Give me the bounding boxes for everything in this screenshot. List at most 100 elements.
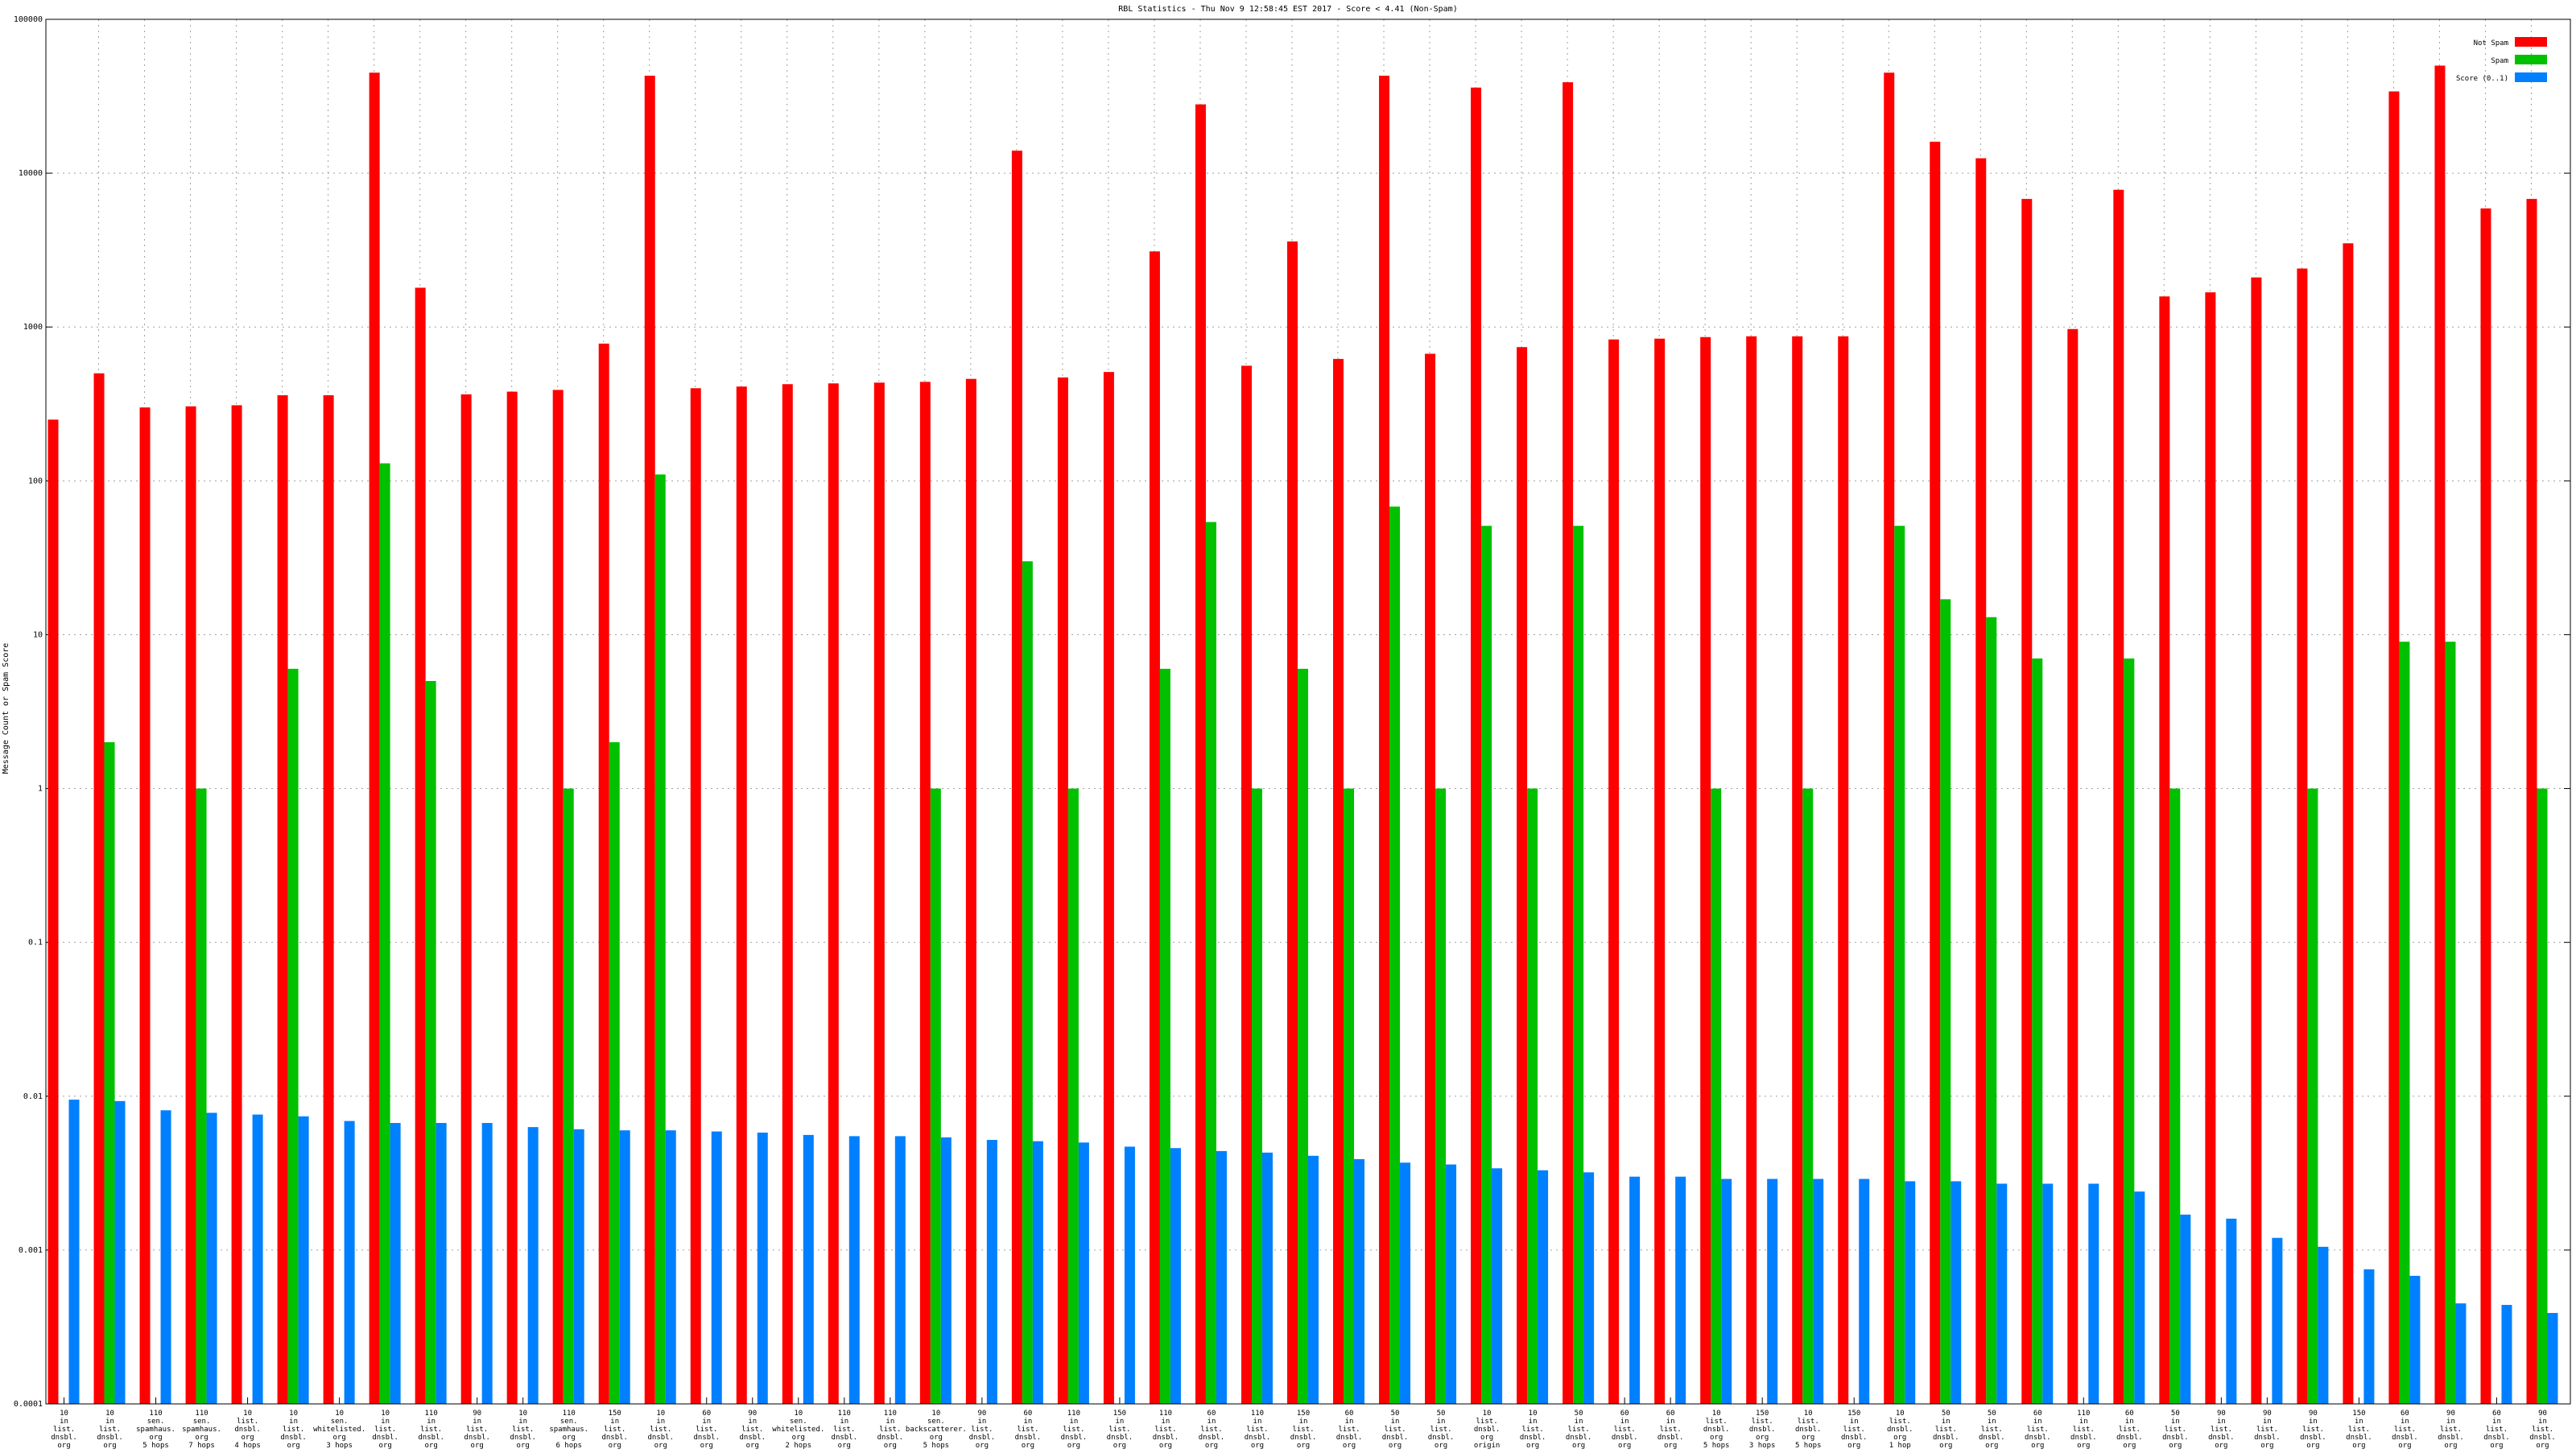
- x-tick-label: 10 list. dnsbl. org 4 hops: [234, 1410, 261, 1449]
- bar-spam: [1159, 668, 1170, 1404]
- bar-not-spam: [2343, 243, 2354, 1405]
- bar-not-spam: [93, 373, 105, 1404]
- bar-not-spam: [1792, 336, 1803, 1404]
- bar-score-0-1: [2180, 1214, 2191, 1404]
- bar-not-spam: [1746, 336, 1757, 1404]
- bar-spam: [2032, 658, 2043, 1404]
- bar-score-0-1: [2088, 1183, 2099, 1404]
- legend-item: Score (0..1): [2456, 72, 2547, 83]
- bar-spam: [2307, 788, 2318, 1404]
- bar-not-spam: [873, 382, 885, 1405]
- bar-spam: [1940, 599, 1951, 1404]
- x-tick-label: 110 sen. spamhaus. org 5 hops: [136, 1410, 175, 1449]
- plot-frame: [45, 19, 2571, 1405]
- bar-spam: [654, 474, 666, 1404]
- x-tick-label: 10 sen. backscatterer. org 5 hops: [906, 1410, 967, 1449]
- bar-score-0-1: [206, 1112, 217, 1404]
- bar-spam: [1067, 788, 1079, 1404]
- bar-spam: [1573, 526, 1584, 1404]
- bar-score-0-1: [436, 1123, 447, 1404]
- bar-score-0-1: [711, 1131, 722, 1404]
- bar-not-spam: [1011, 151, 1022, 1404]
- bar-score-0-1: [1583, 1172, 1595, 1404]
- bar-score-0-1: [1078, 1142, 1089, 1404]
- x-tick-label: 10 list. dnsbl. org 5 hops: [1703, 1410, 1730, 1449]
- bar-not-spam: [1287, 241, 1298, 1405]
- bar-score-0-1: [1813, 1178, 1824, 1404]
- bar-not-spam: [47, 419, 59, 1404]
- bar-score-0-1: [619, 1130, 630, 1404]
- bar-spam: [1527, 788, 1538, 1404]
- bar-not-spam: [2021, 199, 2033, 1405]
- bar-spam: [930, 788, 941, 1404]
- bar-score-0-1: [848, 1136, 860, 1404]
- x-tick-label: 10 sen. whitelisted. org 3 hops: [313, 1410, 365, 1449]
- bar-spam: [2169, 788, 2181, 1404]
- bar-score-0-1: [940, 1137, 952, 1404]
- bar-not-spam: [1425, 353, 1436, 1404]
- bar-not-spam: [2205, 292, 2216, 1405]
- bar-not-spam: [185, 406, 196, 1404]
- bar-not-spam: [2067, 328, 2079, 1405]
- bar-score-0-1: [2226, 1218, 2237, 1404]
- bar-score-0-1: [1675, 1176, 1686, 1404]
- bar-score-0-1: [1996, 1183, 2008, 1404]
- x-tick-label: 110 sen. spamhaus. org 6 hops: [549, 1410, 588, 1449]
- legend-swatch: [2515, 37, 2547, 47]
- bar-score-0-1: [757, 1132, 768, 1404]
- bar-spam: [1986, 617, 1997, 1404]
- y-tick-label: 100: [28, 477, 43, 485]
- y-tick-label: 0.0001: [14, 1400, 43, 1409]
- bar-score-0-1: [2134, 1191, 2145, 1404]
- x-tick-label: 150 list. dnsbl. org 3 hops: [1749, 1410, 1776, 1449]
- legend-label: Score (0..1): [2456, 75, 2508, 83]
- bar-not-spam: [1471, 87, 1482, 1404]
- bar-spam: [1344, 788, 1355, 1404]
- y-tick-label: 0.01: [23, 1092, 43, 1101]
- bar-score-0-1: [803, 1134, 814, 1404]
- bar-not-spam: [1654, 338, 1666, 1404]
- bar-score-0-1: [573, 1129, 584, 1404]
- bar-score-0-1: [1629, 1176, 1641, 1404]
- bar-score-0-1: [1905, 1181, 1916, 1404]
- y-tick-label: 1: [38, 785, 43, 794]
- bar-not-spam: [460, 394, 472, 1404]
- bar-score-0-1: [1032, 1141, 1043, 1404]
- bar-not-spam: [1333, 358, 1344, 1405]
- bar-score-0-1: [1859, 1178, 1870, 1404]
- bar-spam: [2399, 642, 2410, 1404]
- x-tick-label: 10 list. dnsbl. org 1 hop: [1887, 1410, 1913, 1449]
- bar-spam: [609, 742, 620, 1404]
- bar-not-spam: [2480, 208, 2491, 1405]
- bar-not-spam: [598, 343, 609, 1405]
- bar-spam: [1435, 788, 1447, 1404]
- bar-not-spam: [1563, 82, 1574, 1404]
- bar-score-0-1: [252, 1114, 263, 1404]
- bar-not-spam: [2113, 189, 2124, 1404]
- bar-score-0-1: [160, 1110, 171, 1404]
- bars: [47, 65, 2558, 1405]
- bar-spam: [1481, 526, 1492, 1404]
- bar-not-spam: [2251, 277, 2262, 1404]
- bar-not-spam: [506, 391, 518, 1404]
- bar-not-spam: [965, 378, 976, 1404]
